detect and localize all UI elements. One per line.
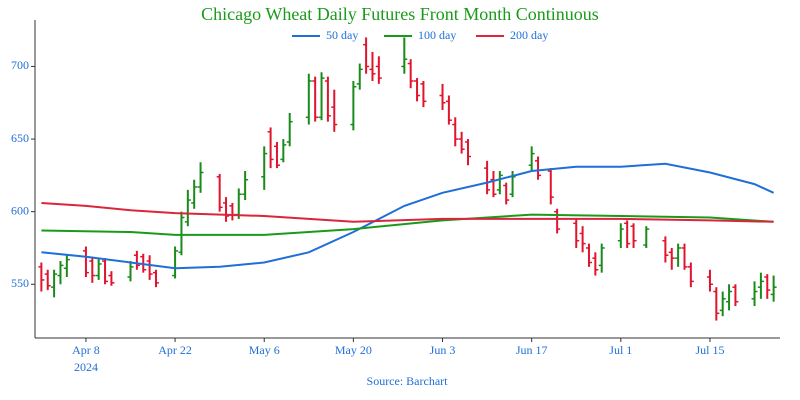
legend-label: 200 day [510, 28, 548, 42]
moving-average-line [41, 213, 774, 236]
y-tick-label: 650 [11, 131, 29, 145]
x-tick-label: Apr 8 [72, 343, 100, 357]
x-tick-label: May 6 [249, 343, 280, 357]
y-tick-label: 600 [11, 203, 29, 217]
x-tick-label: May 20 [335, 343, 372, 357]
x-year-label: 2024 [74, 360, 98, 374]
legend-label: 50 day [326, 28, 358, 42]
x-tick-label: Jul 15 [695, 343, 724, 357]
chart-title: Chicago Wheat Daily Futures Front Month … [201, 4, 599, 24]
x-tick-label: Jun 17 [516, 343, 548, 357]
y-tick-label: 700 [11, 58, 29, 72]
x-tick-label: Jul 1 [609, 343, 632, 357]
y-tick-label: 550 [11, 276, 29, 290]
moving-average-line [41, 202, 774, 223]
moving-average-line [41, 162, 775, 270]
x-tick-label: Apr 22 [158, 343, 192, 357]
x-tick-label: Jun 3 [430, 343, 456, 357]
caption: Source: Barchart [367, 374, 449, 388]
legend-label: 100 day [418, 28, 456, 42]
